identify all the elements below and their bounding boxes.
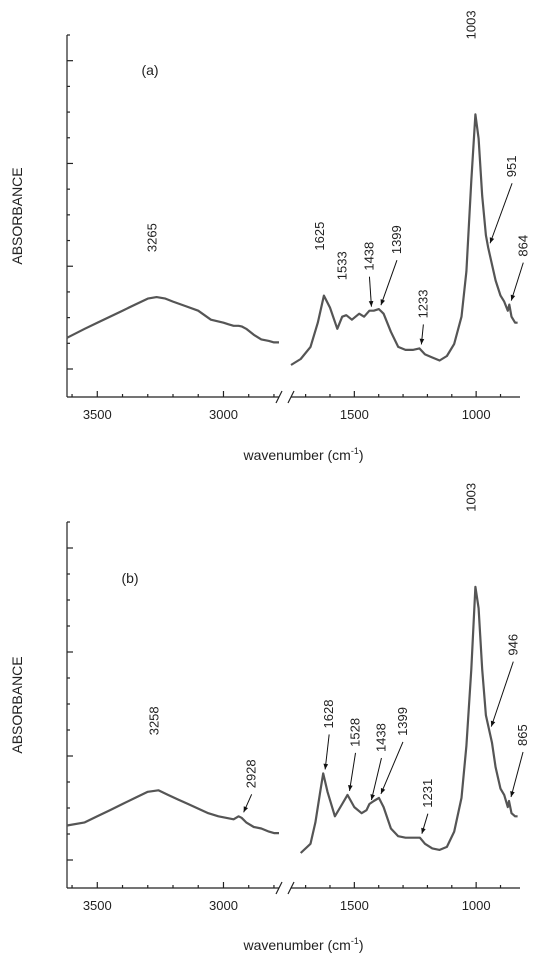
axis-break-mark (275, 390, 283, 404)
y-axis-title: ABSORBANCE (9, 656, 25, 753)
peak-label: 1003 (463, 10, 478, 39)
peak-arrow (510, 262, 524, 301)
peak-arrowhead (510, 791, 515, 797)
peak-label: 3258 (146, 706, 161, 735)
peak-arrowhead (419, 338, 425, 345)
x-axis-title: wavenumber (cm-1) (242, 936, 363, 953)
x-tick-label: 3000 (209, 407, 238, 422)
peak-label: 951 (504, 156, 519, 178)
peak-arrowhead (380, 299, 385, 306)
peak-label: 946 (505, 634, 520, 656)
x-tick-label: 1500 (340, 898, 369, 913)
peak-label: 1438 (373, 723, 388, 752)
peak-label: 1628 (321, 700, 336, 729)
peak-label: 1231 (420, 779, 435, 808)
peak-arrowhead (323, 763, 329, 770)
peak-arrow (324, 734, 330, 770)
peak-label: 1233 (415, 289, 430, 318)
spectrum-line-high (66, 296, 279, 344)
peak-label: 1625 (312, 222, 327, 251)
x-tick-label: 1000 (462, 898, 491, 913)
peak-label: 1003 (463, 483, 478, 512)
peak-arrowhead (370, 794, 375, 801)
peak-label: 1533 (334, 251, 349, 280)
y-axis-title: ABSORBANCE (9, 167, 25, 264)
peak-arrowhead (489, 237, 495, 244)
peak-arrow (370, 757, 382, 801)
peak-arrow (380, 259, 398, 306)
peak-label: 1399 (389, 225, 404, 254)
spectrum-line-low (299, 585, 518, 854)
peak-arrowhead (243, 806, 249, 813)
peak-label: 864 (515, 235, 530, 257)
panel-label: (b) (121, 570, 138, 586)
axis-break-mark (287, 881, 295, 895)
x-axis-title: wavenumber (cm-1) (242, 446, 363, 463)
peak-arrowhead (380, 787, 386, 794)
panel-b: 3500 3000 1500 1000 wavenumber (cm-1) ABSORBA… (9, 483, 530, 953)
peak-arrowhead (348, 785, 353, 791)
panel-a: 3500 3000 1500 1000 wavenumber (cm-1) ABSORBA… (9, 10, 530, 463)
peak-arrow (510, 751, 524, 798)
peak-label: 1438 (361, 242, 376, 271)
peak-arrow (489, 183, 513, 244)
x-tick-label: 3500 (83, 898, 112, 913)
axis-break-mark (287, 390, 295, 404)
peak-arrow (380, 741, 404, 795)
peak-label: 3265 (145, 223, 160, 252)
x-tick-label: 3500 (83, 407, 112, 422)
peak-arrowhead (490, 720, 496, 727)
panel-label: (a) (141, 62, 158, 78)
peak-arrow (490, 661, 514, 727)
peak-label: 1399 (395, 707, 410, 736)
peak-arrowhead (421, 827, 426, 834)
peak-label: 2928 (244, 759, 259, 788)
peak-arrow (349, 752, 357, 791)
peak-label: 1528 (348, 718, 363, 747)
x-tick-label: 1500 (340, 407, 369, 422)
peak-arrowhead (368, 300, 374, 307)
axis-break-mark (275, 881, 283, 895)
x-tick-label: 1000 (462, 407, 491, 422)
x-tick-label: 3000 (209, 898, 238, 913)
peak-label: 865 (515, 724, 530, 746)
spectrum-line-high (66, 789, 279, 835)
peak-arrowhead (510, 294, 516, 301)
spectrum-line-low (290, 113, 518, 366)
